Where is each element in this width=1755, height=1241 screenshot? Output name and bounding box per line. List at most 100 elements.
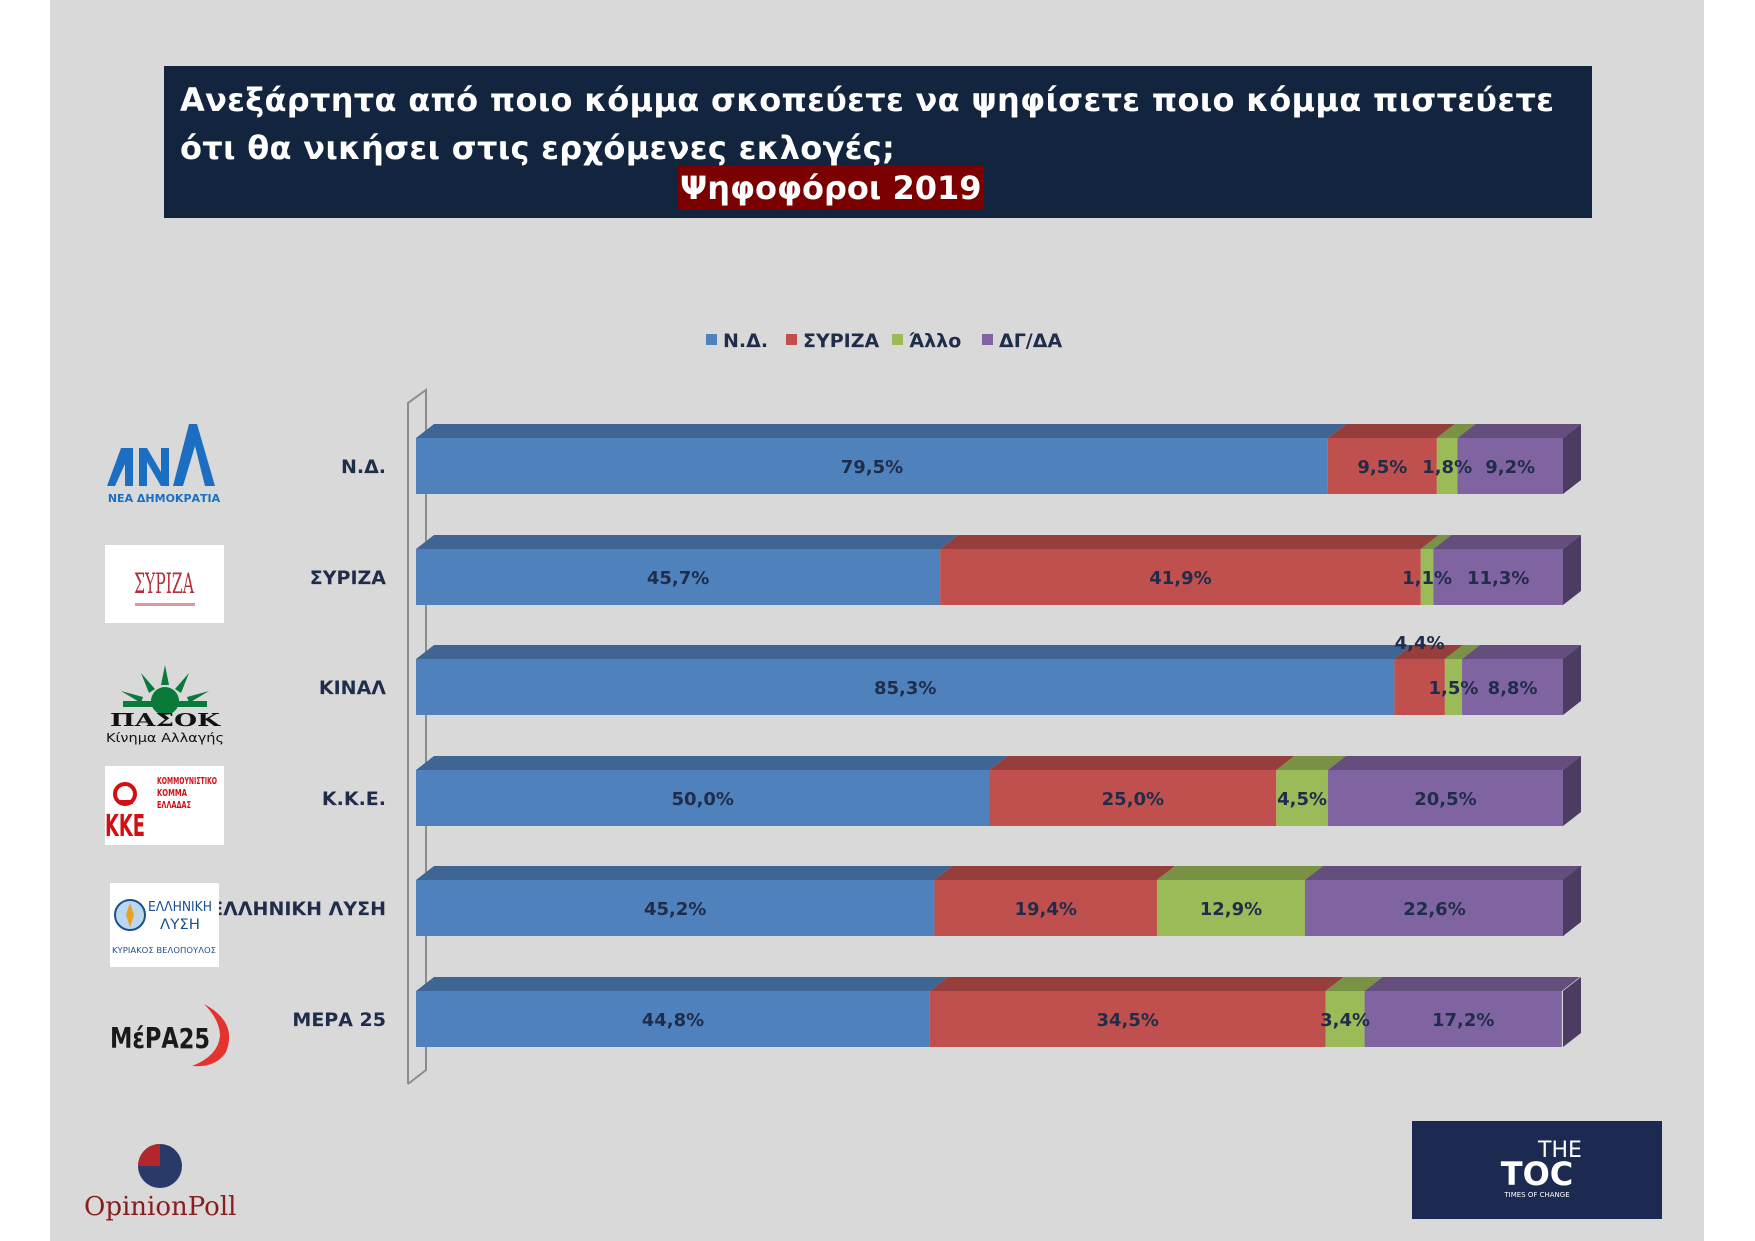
bar-top-5-1 [929, 977, 1344, 991]
bar-segment-0-2 [1436, 438, 1458, 494]
bar-segment-4-2 [1156, 880, 1305, 936]
chart-title: Ανεξάρτητα από ποιο κόμμα σκοπεύετε να ψ… [180, 81, 1555, 167]
toc-sub-text: TOC [1501, 1155, 1574, 1193]
bar-side-3 [1563, 756, 1581, 826]
bar-top-1-0 [416, 535, 959, 549]
category-label-4: ΕΛΛΗΝΙΚΗ ΛΥΣΗ [210, 898, 386, 920]
bar-top-0-0 [416, 424, 1346, 438]
data-label-1-0: 45,7% [647, 568, 709, 589]
svg-text:ΚΟΜΜΟΥΝΙΣΤΙΚΟ: ΚΟΜΜΟΥΝΙΣΤΙΚΟ [157, 776, 217, 787]
legend-swatch-2 [892, 334, 903, 345]
data-label-1-3: 11,3% [1467, 568, 1529, 589]
data-label-0-1: 9,5% [1357, 457, 1407, 478]
data-label-0-2: 1,8% [1422, 457, 1472, 478]
bar-top-2-3 [1462, 645, 1581, 659]
data-label-0-0: 79,5% [841, 457, 903, 478]
bar-segment-5-2 [1325, 991, 1365, 1047]
data-label-3-2: 4,5% [1277, 789, 1327, 810]
bar-top-0-2 [1436, 424, 1476, 438]
bar-top-3-1 [989, 756, 1295, 770]
bar-segment-1-0 [416, 549, 941, 605]
data-label-3-3: 20,5% [1414, 789, 1476, 810]
data-label-5-0: 44,8% [642, 1010, 704, 1031]
bar-top-2-2 [1444, 645, 1481, 659]
data-label-4-0: 45,2% [644, 899, 706, 920]
category-label-0: Ν.Δ. [341, 456, 386, 478]
svg-text:ΚΚΕ: ΚΚΕ [105, 809, 145, 844]
svg-text:ΜέΡΑ25: ΜέΡΑ25 [110, 1022, 210, 1055]
elliniki-lysi-logo: ΕΛΛΗΝΙΚΗ ΛΥΣΗ ΚΥΡΙΑΚΟΣ ΒΕΛΟΠΟΥΛΟΣ [110, 883, 219, 967]
bar-segment-1-2 [1420, 549, 1434, 605]
legend-label-2: Άλλο [909, 330, 961, 352]
bar-segment-2-0 [416, 659, 1395, 715]
svg-text:ΚΟΜΜΑ: ΚΟΜΜΑ [157, 788, 187, 799]
bar-top-4-2 [1156, 866, 1323, 880]
bar-segment-5-3 [1364, 991, 1562, 1047]
chart-wall [407, 388, 427, 1085]
bar-segment-3-2 [1276, 770, 1328, 826]
bar-segment-4-0 [416, 880, 935, 936]
bar-side-2 [1563, 645, 1581, 715]
bar-top-4-3 [1304, 866, 1583, 880]
legend-label-3: ΔΓ/ΔΑ [999, 330, 1062, 352]
bar-segment-3-1 [989, 770, 1277, 826]
syriza-logo: ΣΥΡΙΖΑ [105, 545, 224, 623]
bar-top-2-1 [1394, 645, 1463, 659]
svg-text:ΕΛΛΑΔΑΣ: ΕΛΛΑΔΑΣ [157, 800, 191, 811]
bar-top-5-0 [416, 977, 948, 991]
svg-text:ΝΕΑ ΔΗΜΟΚΡΑΤΙΑ: ΝΕΑ ΔΗΜΟΚΡΑΤΙΑ [108, 492, 221, 505]
data-label-4-3: 22,6% [1403, 899, 1465, 920]
toc-main-text: THE [1537, 1138, 1582, 1163]
data-label-2-2: 1,5% [1429, 678, 1479, 699]
bar-side-0 [1563, 424, 1581, 494]
bar-side-1 [1563, 535, 1581, 605]
bar-segment-2-3 [1462, 659, 1563, 715]
svg-text:Κίνημα Αλλαγής: Κίνημα Αλλαγής [106, 731, 224, 745]
bar-top-3-3 [1327, 756, 1581, 770]
chart-subtitle: Ψηφοφόροι 2019 [678, 166, 984, 210]
bar-segment-1-1 [940, 549, 1421, 605]
bar-top-3-2 [1276, 756, 1346, 770]
bar-segment-0-1 [1327, 438, 1437, 494]
data-label-3-1: 25,0% [1102, 789, 1164, 810]
data-label-4-1: 19,4% [1014, 899, 1076, 920]
category-label-5: ΜΕΡΑ 25 [292, 1009, 386, 1031]
data-label-2-1: 4,4% [1395, 633, 1445, 654]
data-label-2-0: 85,3% [874, 678, 936, 699]
bar-top-5-2 [1325, 977, 1383, 991]
category-label-1: ΣΥΡΙΖΑ [310, 567, 387, 589]
bar-segment-1-3 [1433, 549, 1563, 605]
toc-tag-text: TIMES OF CHANGE [1503, 1191, 1569, 1199]
opinion-poll-text: OpinionPoll [84, 1192, 237, 1222]
svg-text:ΣΥΡΙΖΑ: ΣΥΡΙΖΑ [134, 567, 194, 600]
bar-segment-4-1 [934, 880, 1157, 936]
data-label-0-3: 9,2% [1485, 457, 1535, 478]
title-box: Ανεξάρτητα από ποιο κόμμα σκοπεύετε να ψ… [164, 66, 1592, 218]
svg-text:ΛΥΣΗ: ΛΥΣΗ [160, 917, 200, 933]
bar-top-5-3 [1364, 977, 1580, 991]
legend-swatch-1 [786, 334, 797, 345]
bar-segment-2-1 [1394, 659, 1445, 715]
bar-top-0-1 [1327, 424, 1455, 438]
bar-segment-5-1 [929, 991, 1326, 1047]
bar-segment-2-2 [1444, 659, 1463, 715]
legend-label-1: ΣΥΡΙΖΑ [803, 330, 880, 352]
bar-segment-5-0 [416, 991, 930, 1047]
bar-top-0-3 [1457, 424, 1581, 438]
data-label-5-3: 17,2% [1432, 1010, 1494, 1031]
bar-top-1-2 [1420, 535, 1452, 549]
svg-text:ΠΑΣΟΚ: ΠΑΣΟΚ [110, 710, 222, 731]
bar-segment-3-3 [1327, 770, 1563, 826]
legend-swatch-0 [706, 334, 717, 345]
mera25-logo: ΜέΡΑ25 [108, 1000, 244, 1072]
bar-top-1-3 [1433, 535, 1581, 549]
data-label-1-2: 1,1% [1402, 568, 1452, 589]
data-label-5-2: 3,4% [1320, 1010, 1370, 1031]
data-label-3-0: 50,0% [672, 789, 734, 810]
bar-segment-4-3 [1304, 880, 1565, 936]
bar-top-4-0 [416, 866, 953, 880]
bar-top-1-1 [940, 535, 1439, 549]
svg-text:ΚΥΡΙΑΚΟΣ ΒΕΛΟΠΟΥΛΟΣ: ΚΥΡΙΑΚΟΣ ΒΕΛΟΠΟΥΛΟΣ [112, 946, 216, 955]
bar-segment-3-0 [416, 770, 990, 826]
